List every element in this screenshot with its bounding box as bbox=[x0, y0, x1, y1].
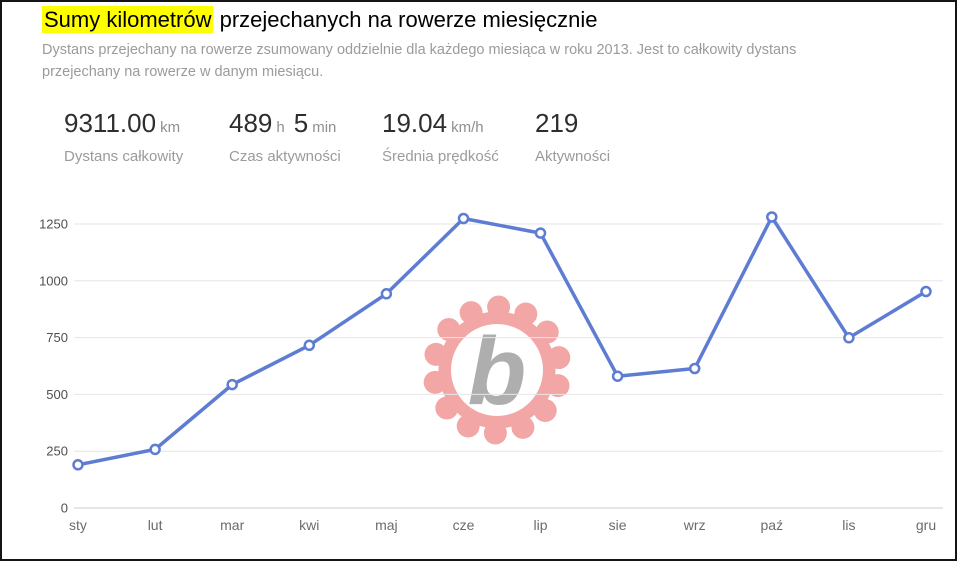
stat-block-0: 9311.00 km Dystans całkowity bbox=[64, 108, 229, 165]
data-point-lis[interactable] bbox=[843, 332, 855, 344]
x-label-maj: maj bbox=[375, 517, 398, 533]
x-label-kwi: kwi bbox=[299, 517, 319, 533]
x-label-gru: gru bbox=[916, 517, 936, 533]
stat-number: 19.04 bbox=[382, 108, 448, 138]
stat-unit: km/h bbox=[451, 119, 484, 136]
gear-inner-circle bbox=[451, 324, 543, 416]
page-title: Sumy kilometrów przejechanych na rowerze… bbox=[42, 6, 598, 33]
data-point-sty[interactable] bbox=[72, 459, 84, 471]
x-label-paź: paź bbox=[761, 517, 784, 533]
stat-value: 219 bbox=[535, 108, 610, 139]
stat-block-2: 19.04 km/h Średnia prędkość bbox=[382, 108, 535, 165]
stat-value: 489 h 5 min bbox=[229, 108, 382, 139]
stat-number: 219 bbox=[535, 108, 579, 138]
x-label-sty: sty bbox=[69, 517, 87, 533]
monthly-distance-chart[interactable]: b 0 250 500 750 1000 1250 sty lut mar kwi maj cze lip… bbox=[2, 192, 955, 557]
x-label-lip: lip bbox=[533, 517, 547, 533]
data-point-wrz[interactable] bbox=[688, 362, 701, 375]
x-label-lut: lut bbox=[148, 517, 163, 533]
stat-value: 19.04 km/h bbox=[382, 108, 535, 139]
stat-label: Aktywności bbox=[535, 148, 611, 165]
data-point-mar[interactable] bbox=[226, 378, 238, 391]
page-subtitle: Dystans przejechany na rowerze zsumowany… bbox=[42, 42, 797, 80]
data-line bbox=[76, 215, 928, 467]
stat-number: 9311.00 bbox=[64, 108, 157, 138]
stat-unit: km bbox=[160, 119, 181, 136]
stats-row: 9311.00 km Dystans całkowity 489 h 5 min Czas a… bbox=[64, 108, 610, 165]
x-label-cze: cze bbox=[453, 517, 475, 533]
watermark-letter: b bbox=[468, 318, 527, 425]
title-rest: przejechanych na rowerze miesięcznie bbox=[213, 7, 598, 32]
data-point-sie[interactable] bbox=[611, 370, 624, 382]
x-label-sie: sie bbox=[609, 517, 627, 533]
y-tick-0: 0 bbox=[61, 501, 68, 516]
data-point-gru[interactable] bbox=[920, 285, 932, 298]
y-tick-1000: 1000 bbox=[39, 273, 68, 288]
data-point-paź[interactable] bbox=[766, 211, 778, 223]
data-point-cze[interactable] bbox=[457, 212, 470, 225]
data-point-kwi[interactable] bbox=[303, 339, 316, 352]
y-tick-1250: 1250 bbox=[39, 217, 68, 232]
watermark-gear-logo: b bbox=[423, 295, 571, 445]
x-label-wrz: wrz bbox=[683, 517, 706, 533]
stat-label: Dystans całkowity bbox=[64, 148, 184, 165]
data-point-lip[interactable] bbox=[534, 227, 547, 239]
stat-label: Średnia prędkość bbox=[382, 148, 499, 165]
stat-number: 489 bbox=[229, 108, 273, 138]
stat-unit: min bbox=[312, 119, 337, 136]
y-tick-500: 500 bbox=[46, 387, 68, 402]
data-point-maj[interactable] bbox=[380, 288, 393, 300]
stat-value: 9311.00 km bbox=[64, 108, 229, 139]
title-highlight: Sumy kilometrów bbox=[42, 6, 214, 33]
x-label-mar: mar bbox=[220, 517, 244, 533]
stat-label: Czas aktywności bbox=[229, 148, 341, 165]
stat-number: 5 bbox=[293, 108, 309, 138]
stat-unit: h bbox=[276, 119, 285, 136]
stat-block-3: 219 Aktywności bbox=[535, 108, 610, 165]
y-tick-250: 250 bbox=[46, 444, 68, 459]
stat-block-1: 489 h 5 min Czas aktywności bbox=[229, 108, 382, 165]
data-point-lut[interactable] bbox=[149, 443, 161, 456]
y-tick-750: 750 bbox=[46, 330, 68, 345]
x-label-lis: lis bbox=[842, 517, 855, 533]
